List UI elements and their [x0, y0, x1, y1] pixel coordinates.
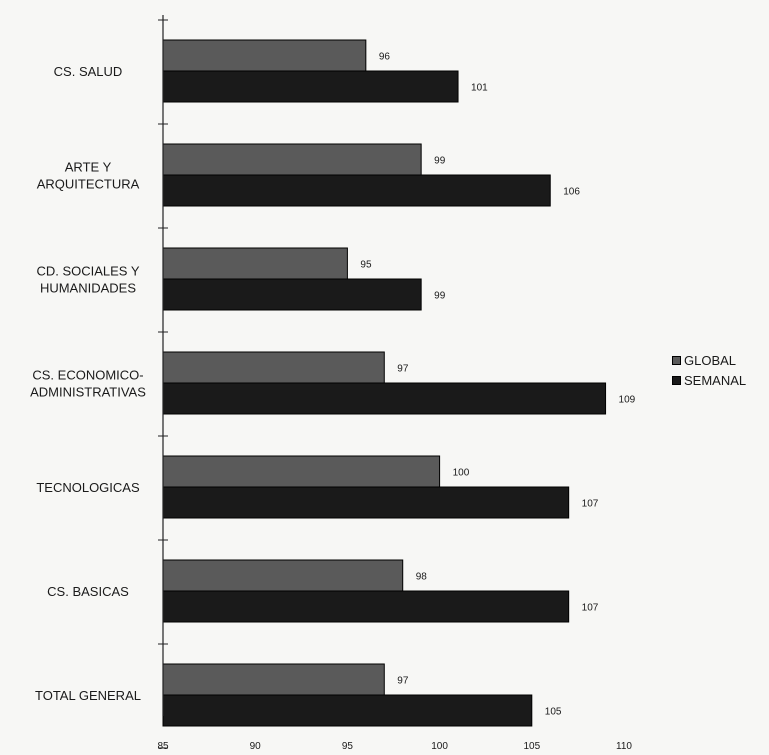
- bar-global-3: [162, 247, 348, 280]
- x-tick-label-105: 105: [523, 741, 540, 752]
- legend-label-semanal: SEMANAL: [684, 372, 747, 388]
- category-label-7: TOTAL GENERAL: [35, 688, 141, 703]
- bar-semanal-3: [162, 278, 422, 311]
- bar-global-7: [162, 663, 385, 696]
- value-label-global-3: 95: [360, 260, 372, 271]
- bar-global-4: [162, 351, 385, 384]
- value-label-semanal-3: 99: [434, 291, 446, 302]
- value-label-global-6: 98: [416, 572, 428, 583]
- value-label-semanal-7: 105: [545, 707, 562, 718]
- value-label-global-1: 96: [379, 52, 391, 63]
- value-label-global-4: 97: [397, 364, 409, 375]
- x-tick-label-100: 100: [431, 741, 448, 752]
- value-label-semanal-1: 101: [471, 83, 488, 94]
- legend-swatch-global: [672, 355, 681, 365]
- bar-global-2: [162, 143, 422, 176]
- bar-semanal-7: [162, 694, 533, 727]
- chart-legend: GLOBAL SEMANAL: [672, 350, 767, 390]
- value-label-global-7: 97: [397, 676, 409, 687]
- category-label-4: CS. ECONOMICO-ADMINISTRATIVAS: [30, 368, 146, 400]
- bar-semanal-5: [162, 486, 570, 519]
- value-label-semanal-5: 107: [582, 499, 599, 510]
- legend-item-semanal: SEMANAL: [672, 370, 767, 390]
- value-label-semanal-6: 107: [582, 603, 599, 614]
- value-label-global-2: 99: [434, 156, 446, 167]
- legend-item-global: GLOBAL: [672, 350, 767, 370]
- bar-semanal-4: [162, 382, 607, 415]
- bar-semanal-1: [162, 70, 459, 103]
- bar-global-5: [162, 455, 441, 488]
- legend-swatch-semanal: [672, 375, 681, 385]
- value-label-semanal-2: 106: [563, 187, 580, 198]
- value-label-semanal-4: 109: [619, 395, 636, 406]
- bar-semanal-2: [162, 174, 551, 207]
- x-tick-label-90: 90: [250, 741, 262, 752]
- x-tick-label-85: 85: [157, 741, 169, 752]
- category-label-5: TECNOLOGICAS: [36, 480, 140, 495]
- category-label-3: CD. SOCIALES Y HUMANIDADES: [36, 264, 139, 296]
- x-tick-label-95: 95: [342, 741, 354, 752]
- category-label-2: ARTE Y ARQUITECTURA: [37, 160, 140, 192]
- bar-global-1: [162, 39, 367, 72]
- legend-label-global: GLOBAL: [684, 352, 737, 368]
- category-label-1: CS. SALUD: [54, 64, 123, 79]
- bar-global-6: [162, 559, 404, 592]
- value-label-global-5: 100: [453, 468, 470, 479]
- category-label-6: CS. BASICAS: [47, 584, 129, 599]
- x-tick-label-110: 110: [616, 741, 632, 752]
- bar-semanal-6: [162, 590, 570, 623]
